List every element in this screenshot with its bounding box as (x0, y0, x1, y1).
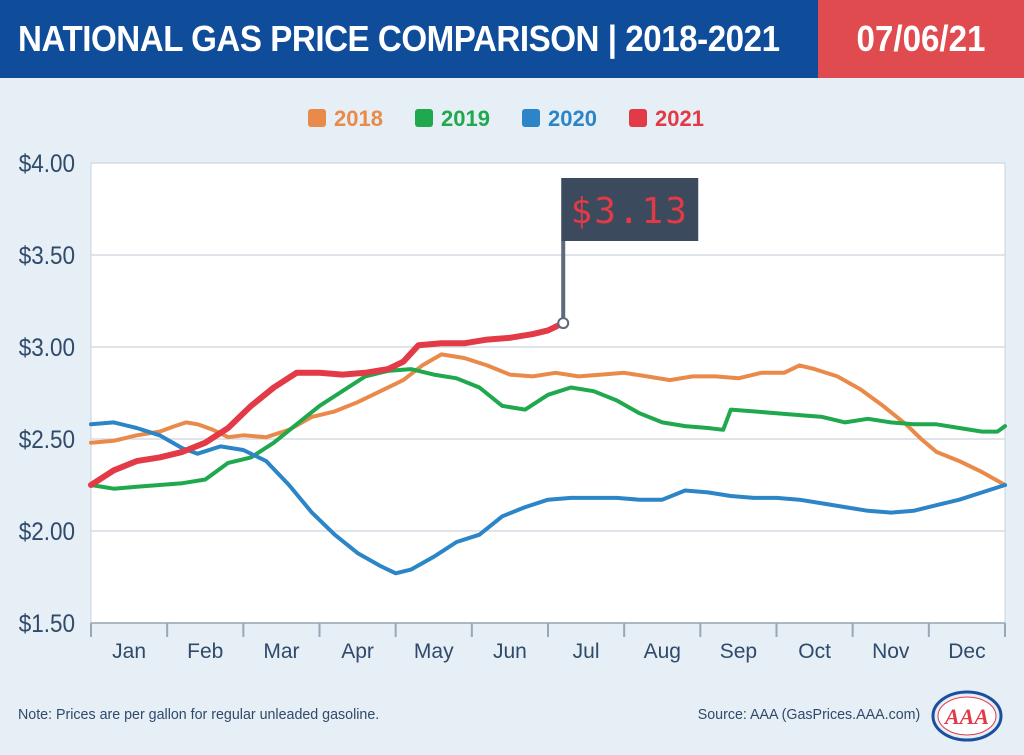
x-tick-label: Apr (341, 640, 374, 663)
x-tick-label: May (414, 640, 454, 663)
x-tick-label: Mar (263, 640, 299, 663)
legend-swatch-2019 (415, 109, 433, 127)
x-tick-label: Aug (644, 640, 681, 663)
callout-marker (557, 317, 570, 330)
x-tick-label: Feb (187, 640, 223, 663)
aaa-logo-text: AAA (943, 704, 989, 729)
x-tick-label: Jan (112, 640, 146, 663)
legend-swatch-2020 (522, 109, 540, 127)
y-tick-label: $2.50 (19, 426, 75, 454)
callout-value: $3.13 (571, 191, 689, 232)
footnote: Note: Prices are per gallon for regular … (18, 706, 380, 723)
y-tick-label: $4.00 (19, 150, 75, 178)
date-badge: 07/06/21 (818, 0, 1024, 78)
legend-label-2020: 2020 (548, 106, 597, 131)
legend-swatch-2018 (308, 109, 326, 127)
x-tick-label: Oct (798, 640, 831, 663)
y-tick-label: $3.00 (19, 334, 75, 362)
header-bar: NATIONAL GAS PRICE COMPARISON | 2018-202… (0, 0, 1024, 78)
series-line-2021 (88, 320, 567, 488)
series-line-2019 (89, 367, 1007, 491)
series-line-2020 (89, 420, 1007, 576)
x-tick-label: Dec (948, 640, 985, 663)
legend-label-2021: 2021 (655, 106, 704, 131)
y-tick-label: $1.50 (19, 610, 75, 638)
x-tick-label: Nov (872, 640, 910, 663)
y-tick-label: $2.00 (19, 518, 75, 546)
line-chart: $1.50 $2.00 $2.50 $3.00 $3.50 $4.00 Jan Feb Mar A… (19, 106, 1007, 663)
chart-title: NATIONAL GAS PRICE COMPARISON | 2018-202… (18, 18, 780, 59)
x-tick-label: Jun (493, 640, 527, 663)
source-credit: Source: AAA (GasPrices.AAA.com) (697, 706, 920, 723)
legend-label-2018: 2018 (334, 106, 383, 131)
aaa-logo: AAA (931, 690, 1003, 742)
legend-label-2019: 2019 (441, 106, 490, 131)
x-tick-label: Sep (720, 640, 757, 663)
callout-box (561, 178, 699, 241)
date-label: 07/06/21 (856, 18, 986, 59)
x-tick-label: Jul (573, 640, 600, 663)
y-tick-label: $3.50 (19, 242, 75, 270)
legend-swatch-2021 (629, 109, 647, 127)
